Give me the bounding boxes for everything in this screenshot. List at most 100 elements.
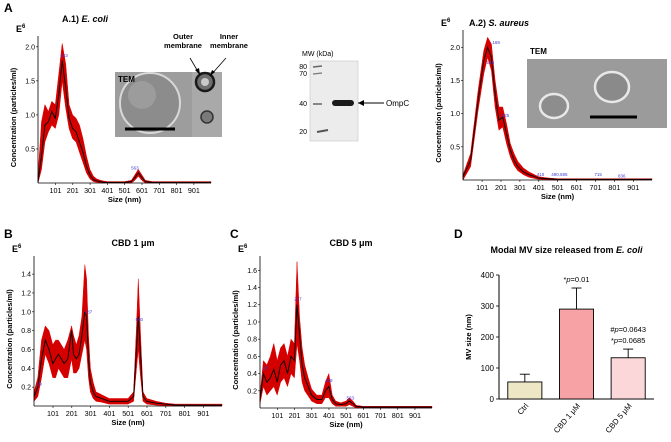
tem-ecoli-small-vesicle — [200, 110, 214, 124]
y-tick-label: 0.4 — [247, 371, 257, 378]
tem-image-ecoli: TEM Outer membrane Inner membrane — [115, 32, 248, 137]
inner-membrane-arrowhead — [210, 70, 215, 76]
peak-label: 145 — [487, 60, 495, 65]
x-tick-label: 201 — [289, 411, 301, 420]
inner-membrane-label: Inner membrane — [210, 32, 248, 50]
x-tick-label: 901 — [409, 411, 421, 420]
x-tick-label: 101 — [476, 183, 488, 192]
exponent-label: E6 — [16, 24, 26, 34]
x-tick-label: 701 — [375, 411, 387, 420]
x-tick-label: 301 — [85, 409, 97, 418]
y-tick-label: 0.5 — [25, 146, 35, 153]
category-label: Ctrl — [516, 401, 531, 416]
x-tick-label: 901 — [627, 183, 639, 192]
y-tick-label: 1.5 — [25, 78, 35, 85]
chart-title: A.1) E. coli — [62, 14, 109, 24]
x-tick-label: 601 — [357, 411, 369, 420]
x-tick-label: 401 — [323, 411, 335, 420]
exponent-label: E6 — [12, 244, 22, 254]
annotation-value: =0.0685 — [618, 336, 645, 345]
annotation-symbol: * — [611, 336, 614, 345]
x-tick-label: 301 — [514, 183, 526, 192]
y-axis-label: Concentration (particles/ml) — [5, 289, 14, 389]
x-tick-label: 801 — [171, 186, 183, 195]
x-tick-label: 201 — [66, 409, 78, 418]
x-tick-label: 801 — [608, 183, 620, 192]
exponent-label: E6 — [441, 18, 451, 28]
chart-cbd5-size: 101 201 301 401 501 601 701 801 901 0.2 0.4 0.6 0.8 1… — [231, 238, 433, 429]
tem-saureus-label: TEM — [530, 47, 547, 56]
x-axis-label: Size (nm) — [111, 418, 145, 427]
mw-marker-70: 70 — [299, 71, 307, 78]
category-label: CBD 5 μM — [604, 402, 634, 435]
panel-label-d: D — [454, 227, 463, 241]
annotation-symbol: * — [563, 275, 566, 284]
y-tick-label: 0.4 — [21, 366, 31, 373]
chart-title: A.2) S. aureus — [469, 18, 529, 28]
annotation-p: p — [614, 325, 619, 334]
panel-label-c: C — [230, 227, 239, 241]
x-tick-label: 401 — [101, 186, 113, 195]
x-tick-label: 901 — [197, 409, 209, 418]
y-tick-label: 1.0 — [21, 309, 31, 316]
peak-label: 409 — [325, 378, 333, 383]
peak-label: 410 — [537, 172, 545, 177]
chart-title: CBD 5 μm — [329, 238, 372, 248]
y-tick-label: 0.8 — [247, 337, 257, 344]
y-tick-label: 0.2 — [21, 385, 31, 392]
c-error-band — [259, 261, 433, 409]
x-axis-label: Size (nm) — [108, 195, 142, 204]
bar — [559, 308, 595, 400]
x-tick-label: 101 — [271, 411, 283, 420]
peak-label: 163 — [60, 53, 68, 58]
x-tick-label: 601 — [136, 186, 148, 195]
peak-label: 523 — [347, 395, 355, 400]
chart-cbd1-size: 101 201 301 401 501 601 701 801 901 0.2 0.4 0.6 0.8 1… — [5, 238, 223, 427]
x-tick-label: 701 — [589, 183, 601, 192]
x-axis-label: Size (nm) — [329, 420, 363, 429]
category-label: CBD 1 μM — [552, 402, 582, 435]
tem-saureus-vesicle-1 — [538, 92, 570, 120]
mw-marker-20: 20 — [299, 129, 307, 136]
peak-label: 29 — [37, 381, 43, 386]
peak-label: 33 — [263, 365, 269, 370]
peak-label: 287 — [85, 310, 93, 315]
panel-label-b: B — [4, 227, 13, 241]
peak-label: 715 — [594, 172, 602, 177]
annotation-value: =0.01 — [571, 275, 590, 284]
x-tick-label: 501 — [552, 183, 564, 192]
panel-label-a: A — [4, 1, 13, 15]
significance-annotation: #p=0.0643 — [610, 325, 646, 334]
y-tick-label: 1.0 — [25, 112, 35, 119]
chart-title-italic: S. aureus — [489, 18, 530, 28]
western-blot: MW (kDa) 80 70 40 20 OmpC — [299, 51, 409, 142]
bar — [507, 381, 543, 400]
x-tick-label: 101 — [47, 409, 59, 418]
b-mean-line — [33, 311, 222, 406]
ompc-label: OmpC — [386, 99, 409, 108]
x-axis-label: Size (nm) — [541, 192, 575, 201]
y-tick-label: 300 — [481, 302, 495, 311]
annotation-p: p — [565, 275, 570, 284]
y-axis-label: Concentration (particles/ml) — [231, 290, 240, 390]
y-axis-label: MV size (nm) — [464, 314, 473, 360]
tem-saureus-vesicle-2 — [593, 70, 631, 104]
y-tick-label: 100 — [481, 364, 495, 373]
annotation-value: =0.0643 — [619, 325, 646, 334]
exponent-sup: 6 — [22, 24, 26, 30]
y-tick-label: 0.5 — [450, 144, 460, 151]
mw-marker-40: 40 — [299, 101, 307, 108]
y-tick-label: 0.6 — [247, 354, 257, 361]
peak-label: 563 — [131, 165, 139, 170]
bar — [610, 357, 646, 400]
x-tick-label: 501 — [122, 409, 134, 418]
peak-label: 225 — [502, 113, 510, 118]
x-tick-label: 301 — [84, 186, 96, 195]
x-tick-label: 501 — [340, 411, 352, 420]
chart-title-italic: E. coli — [82, 14, 109, 24]
x-tick-label: 601 — [571, 183, 583, 192]
x-tick-label: 301 — [306, 411, 318, 420]
y-tick-label: 1.0 — [450, 111, 460, 118]
